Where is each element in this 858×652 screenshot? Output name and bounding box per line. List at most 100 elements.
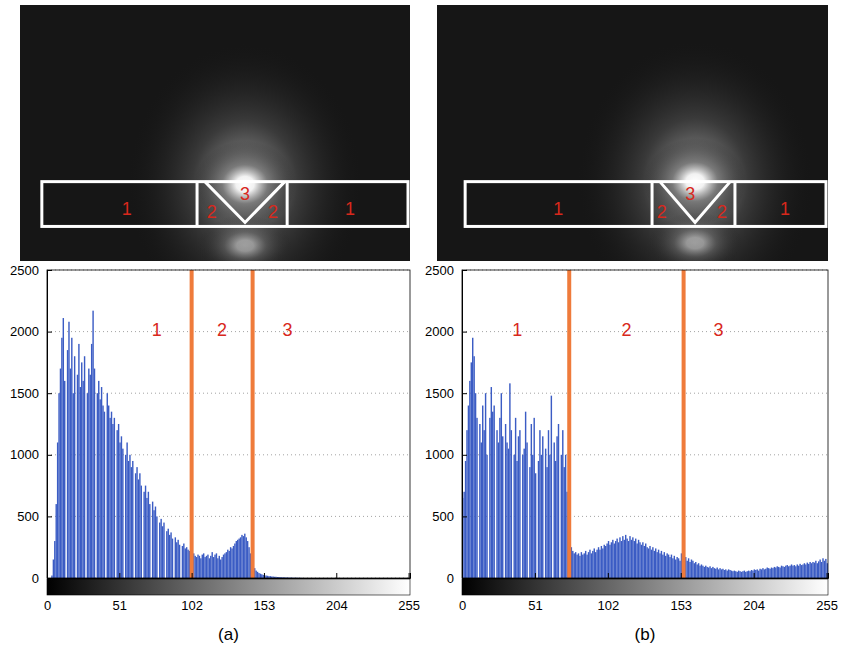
histogram-bar xyxy=(508,449,509,578)
histogram-bar xyxy=(160,519,161,578)
x-tick-label: 204 xyxy=(326,598,348,613)
y-tick-mark xyxy=(47,516,52,517)
x-tick-label: 153 xyxy=(254,598,276,613)
histogram-bar xyxy=(87,393,88,578)
histogram-bar xyxy=(82,381,83,578)
region-box xyxy=(42,182,408,227)
histogram-bar xyxy=(177,540,178,578)
histogram-bar xyxy=(619,537,620,578)
histogram-bar xyxy=(473,356,474,578)
y-tick-label: 0 xyxy=(447,571,454,586)
histogram-bar xyxy=(170,532,171,578)
histogram-bar xyxy=(702,566,703,578)
histogram-bar xyxy=(155,507,156,578)
histogram-bar xyxy=(60,369,61,578)
x-axis-line xyxy=(463,573,829,579)
x-tick-mark xyxy=(409,573,410,578)
x-tick-mark xyxy=(535,573,536,578)
histogram-bar xyxy=(791,564,792,578)
histogram-bar xyxy=(243,536,244,578)
histogram-bar xyxy=(698,563,699,578)
histogram-bar xyxy=(122,449,123,578)
histogram-bar xyxy=(146,498,147,578)
histogram-bar xyxy=(258,573,259,578)
histogram-bar xyxy=(152,502,153,578)
region-box xyxy=(465,182,826,227)
histogram-bar xyxy=(74,356,75,578)
histogram-bar xyxy=(655,548,656,578)
histogram-bar xyxy=(782,566,783,578)
histogram-bar xyxy=(634,541,635,578)
histogram-bar xyxy=(701,564,702,578)
y-tick: 2000 xyxy=(10,324,52,339)
y-tick-label: 1500 xyxy=(425,386,454,401)
histogram-bar xyxy=(792,566,793,578)
histogram-bar xyxy=(182,546,183,578)
histogram-bar xyxy=(156,516,157,578)
histogram-bar xyxy=(263,575,264,578)
y-tick-label: 500 xyxy=(432,509,454,524)
histogram-bar xyxy=(145,486,146,578)
histogram-bar xyxy=(556,436,557,578)
histogram-bar xyxy=(498,442,499,578)
histogram-bar xyxy=(669,557,670,578)
histogram-bar xyxy=(695,562,696,578)
histogram-bar xyxy=(744,571,745,578)
histogram-bar xyxy=(708,568,709,578)
histogram-bar xyxy=(794,565,795,578)
histogram-bar xyxy=(572,551,573,578)
histogram-bar xyxy=(227,550,228,578)
histogram-bar xyxy=(649,546,650,578)
histogram-bar xyxy=(771,568,772,578)
histogram-bar xyxy=(805,564,806,578)
histogram-bar xyxy=(119,442,120,578)
plot-background xyxy=(47,270,410,578)
histogram-bar xyxy=(260,574,261,578)
histogram-bar xyxy=(578,553,579,578)
histogram-bar xyxy=(822,558,823,578)
histogram-bar xyxy=(734,571,735,578)
histogram-region-label: 1 xyxy=(152,320,162,340)
histogram-bar xyxy=(737,572,738,578)
x-tick-mark xyxy=(754,573,755,578)
histogram-bar xyxy=(608,541,609,578)
histogram-region-label: 2 xyxy=(217,320,227,340)
histogram-bar xyxy=(233,546,234,578)
x-tick-label: 51 xyxy=(113,598,127,613)
histogram-bar xyxy=(246,537,247,578)
y-tick-label: 1000 xyxy=(425,447,454,462)
histogram-bar xyxy=(138,479,139,578)
x-tick: 204 xyxy=(326,573,348,613)
histogram-bar xyxy=(111,412,112,578)
histogram-bar xyxy=(605,546,606,578)
histogram-bar xyxy=(216,553,217,578)
histogram-bar xyxy=(764,569,765,578)
histogram-bar xyxy=(466,430,467,578)
x-tick: 255 xyxy=(398,573,420,613)
y-tick: 2500 xyxy=(10,263,52,278)
image-region-label: 2 xyxy=(268,202,278,222)
histogram-bar xyxy=(532,455,533,578)
histogram-bar xyxy=(676,557,677,578)
histogram-bar xyxy=(745,572,746,578)
histogram-bar xyxy=(163,523,164,578)
histogram-bar xyxy=(247,541,248,578)
histogram-bar xyxy=(57,442,58,578)
y-tick-mark xyxy=(47,455,52,456)
histogram-bar xyxy=(175,537,176,578)
histogram-bar xyxy=(132,461,133,578)
y-tick-label: 500 xyxy=(17,509,39,524)
y-tick-mark xyxy=(462,516,467,517)
y-tick: 500 xyxy=(17,509,52,524)
histogram-bar xyxy=(558,424,559,578)
x-tick-label: 153 xyxy=(670,598,692,613)
histogram-bar xyxy=(58,393,59,578)
histogram-bar xyxy=(505,424,506,578)
histogram-bar xyxy=(648,548,649,578)
image-region-label: 2 xyxy=(207,202,217,222)
histogram-bar xyxy=(114,418,115,578)
histogram-bar xyxy=(718,569,719,578)
histogram-bar xyxy=(491,387,492,578)
histogram-bar xyxy=(77,375,78,578)
x-tick: 102 xyxy=(597,573,619,613)
